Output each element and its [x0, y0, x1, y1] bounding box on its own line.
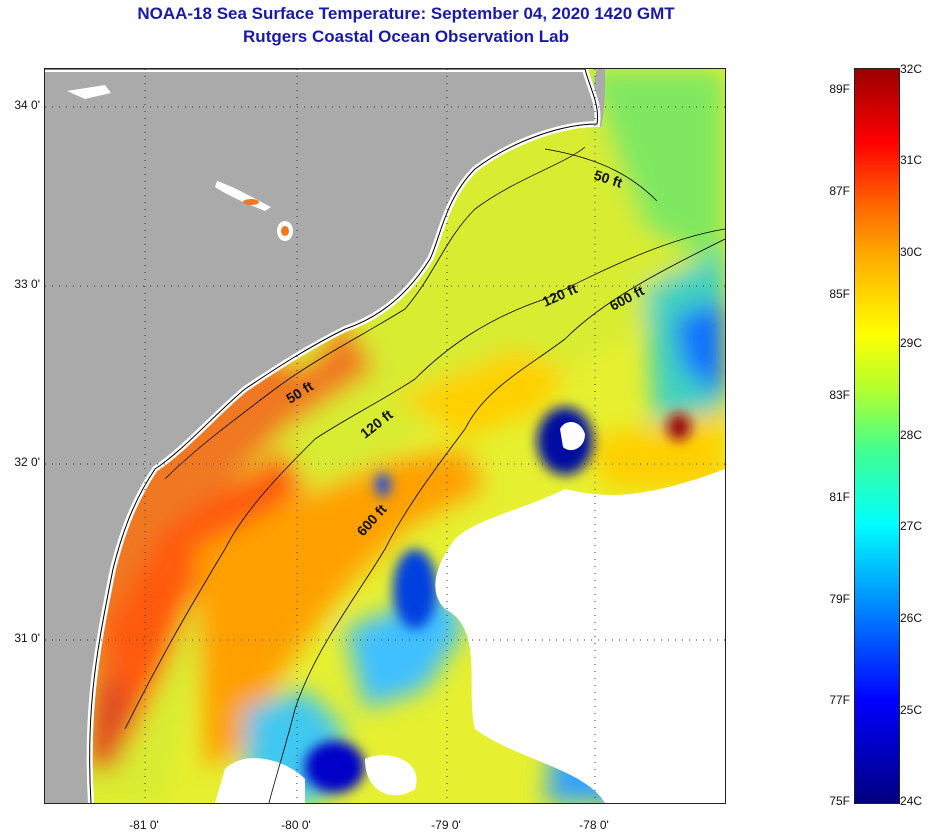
colorbar-label-29c: 29C	[900, 336, 923, 350]
lon-label-81: -81 0'	[129, 818, 159, 832]
temperature-colorbar	[854, 68, 900, 804]
colorbar-label-87f: 87F	[829, 184, 850, 198]
colorbar-label-79f: 79F	[829, 592, 850, 606]
colorbar-label-81f: 81F	[829, 490, 850, 504]
colorbar-label-28c: 28C	[900, 428, 923, 442]
colorbar-label-25c: 25C	[900, 703, 923, 717]
lon-label-80: -80 0'	[281, 818, 311, 832]
map-subtitle: Rutgers Coastal Ocean Observation Lab	[243, 27, 569, 46]
colorbar-label-83f: 83F	[829, 388, 850, 402]
colorbar-label-77f: 77F	[829, 693, 850, 707]
cloud-region	[435, 469, 725, 803]
coastline	[45, 69, 599, 803]
colorbar-label-31c: 31C	[900, 153, 923, 167]
lat-label-34: 34 0'	[14, 98, 40, 112]
sst-map-canvas: 50 ft 50 ft 120 ft 120 ft 600 ft 600 ft	[45, 69, 725, 803]
lat-label-32: 32 0'	[14, 455, 40, 469]
inland-cloud-3	[67, 85, 111, 99]
lat-label-31: 31 0'	[14, 631, 40, 645]
map-title: NOAA-18 Sea Surface Temperature: Septemb…	[137, 4, 675, 23]
sst-map: 50 ft 50 ft 120 ft 120 ft 600 ft 600 ft	[44, 68, 726, 804]
cloud-patch	[560, 422, 585, 451]
inland-warm-speck-2	[281, 226, 289, 236]
colorbar-label-32c: 32C	[900, 62, 923, 76]
colorbar-label-85f: 85F	[829, 287, 850, 301]
colorbar-label-75f: 75F	[829, 794, 850, 808]
contour-600ft	[268, 238, 725, 803]
colorbar-label-89f: 89F	[829, 82, 850, 96]
colorbar-label-27c: 27C	[900, 519, 923, 533]
inland-warm-speck	[243, 199, 259, 205]
colorbar-label-26c: 26C	[900, 611, 923, 625]
cloud-patch-south	[215, 758, 305, 803]
contour-50ft	[164, 146, 658, 480]
lon-label-79: -79 0'	[431, 818, 461, 832]
lat-label-33: 33 0'	[14, 277, 40, 291]
lon-label-78: -78 0'	[579, 818, 609, 832]
land-mass	[45, 69, 598, 803]
colorbar-label-24c: 24C	[900, 794, 923, 808]
colorbar-label-30c: 30C	[900, 245, 923, 259]
cloud-patch-south-2	[365, 755, 417, 796]
contour-120ft	[124, 228, 725, 730]
